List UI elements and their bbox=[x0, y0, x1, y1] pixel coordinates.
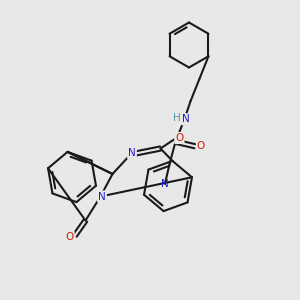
Text: O: O bbox=[197, 141, 205, 151]
Text: N: N bbox=[98, 191, 106, 202]
Text: O: O bbox=[65, 232, 74, 242]
Text: N: N bbox=[128, 148, 136, 158]
Text: N: N bbox=[98, 191, 106, 202]
Text: O: O bbox=[197, 141, 205, 151]
Text: O: O bbox=[175, 133, 184, 143]
Text: N: N bbox=[182, 114, 190, 124]
Text: H: H bbox=[173, 113, 181, 123]
Text: N: N bbox=[182, 114, 190, 124]
Text: O: O bbox=[65, 232, 74, 242]
Text: O: O bbox=[175, 133, 184, 143]
Text: H: H bbox=[173, 113, 181, 123]
Text: N: N bbox=[161, 179, 169, 189]
Text: N: N bbox=[128, 148, 136, 158]
